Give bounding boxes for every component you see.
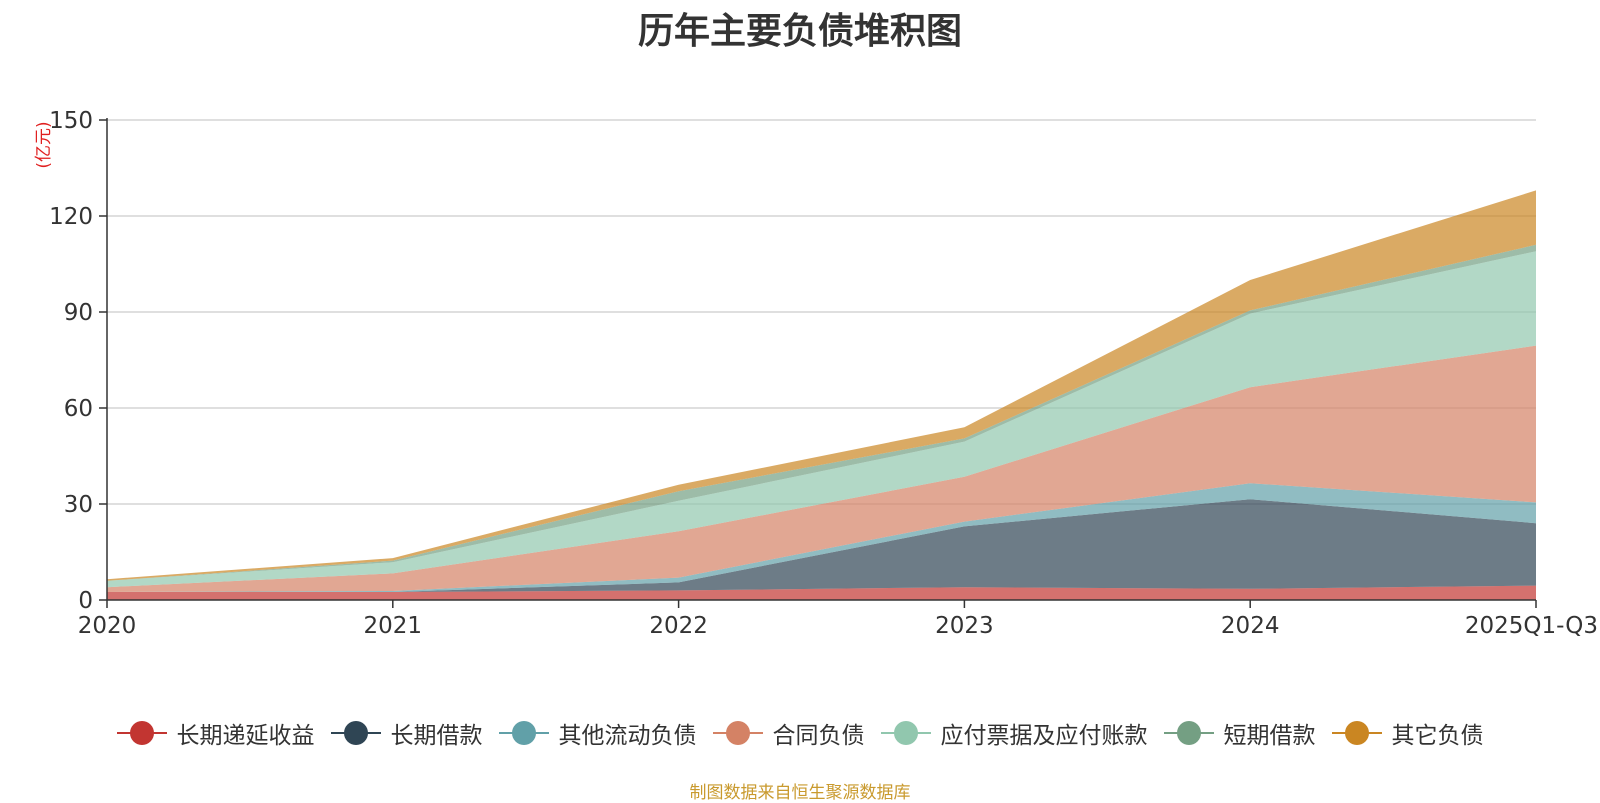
y-tick-label: 30	[64, 492, 93, 518]
source-note: 制图数据来自恒生聚源数据库	[689, 783, 911, 803]
legend-item[interactable]: 其他流动负债	[498, 716, 697, 750]
y-tick-label: 0	[78, 588, 93, 614]
legend-marker-icon	[1163, 720, 1214, 746]
legend-item[interactable]: 短期借款	[1163, 716, 1316, 750]
legend-marker-icon	[880, 720, 931, 746]
legend-item[interactable]: 长期递延收益	[116, 716, 315, 750]
legend: 长期递延收益 长期借款 其他流动负债 合同负债 应付票据及应付账款 短期借款 其它负债	[0, 716, 1600, 752]
area-短期借款	[107, 244, 1536, 581]
y-tick-label: 150	[49, 108, 93, 134]
legend-label: 其它负债	[1391, 723, 1484, 749]
legend-label: 短期借款	[1223, 723, 1316, 749]
area-其他流动负债	[107, 483, 1536, 592]
y-tick-label: 120	[49, 204, 93, 230]
area-series	[107, 190, 1536, 600]
x-tick-label: 2024	[1221, 613, 1280, 639]
legend-label: 应付票据及应付账款	[940, 723, 1148, 749]
axis-labels: 0 30 60 90 120 150 2020 2021 2022 2023 2024 2025Q1-…	[34, 108, 1598, 639]
legend-item[interactable]: 其它负债	[1331, 716, 1484, 750]
x-tick-label: 2022	[649, 613, 708, 639]
legend-marker-icon	[330, 720, 381, 746]
legend-item[interactable]: 应付票据及应付账款	[880, 716, 1148, 750]
legend-marker-icon	[116, 720, 167, 746]
y-tick-label: 90	[64, 300, 93, 326]
y-tick-label: 60	[64, 396, 93, 422]
area-长期借款	[107, 499, 1536, 592]
area-合同负债	[107, 345, 1536, 592]
area-应付票据及应付账款	[107, 251, 1536, 588]
axes	[99, 118, 1537, 608]
legend-label: 长期递延收益	[176, 723, 315, 749]
legend-marker-icon	[1331, 720, 1382, 746]
legend-marker-icon	[498, 720, 549, 746]
y-unit-label: (亿元)	[34, 121, 54, 168]
legend-label: 合同负债	[772, 723, 865, 749]
area-长期递延收益	[107, 585, 1536, 600]
legend-label: 其他流动负债	[558, 723, 697, 749]
chart-title: 历年主要负债堆积图	[637, 11, 962, 52]
x-tick-label: 2023	[935, 613, 994, 639]
x-tick-label: 2025Q1-Q3	[1465, 613, 1598, 639]
legend-label: 长期借款	[390, 723, 483, 749]
legend-item[interactable]: 合同负债	[712, 716, 865, 750]
legend-marker-icon	[712, 720, 763, 746]
x-tick-label: 2020	[78, 613, 137, 639]
legend-item[interactable]: 长期借款	[330, 716, 483, 750]
x-tick-label: 2021	[364, 613, 423, 639]
